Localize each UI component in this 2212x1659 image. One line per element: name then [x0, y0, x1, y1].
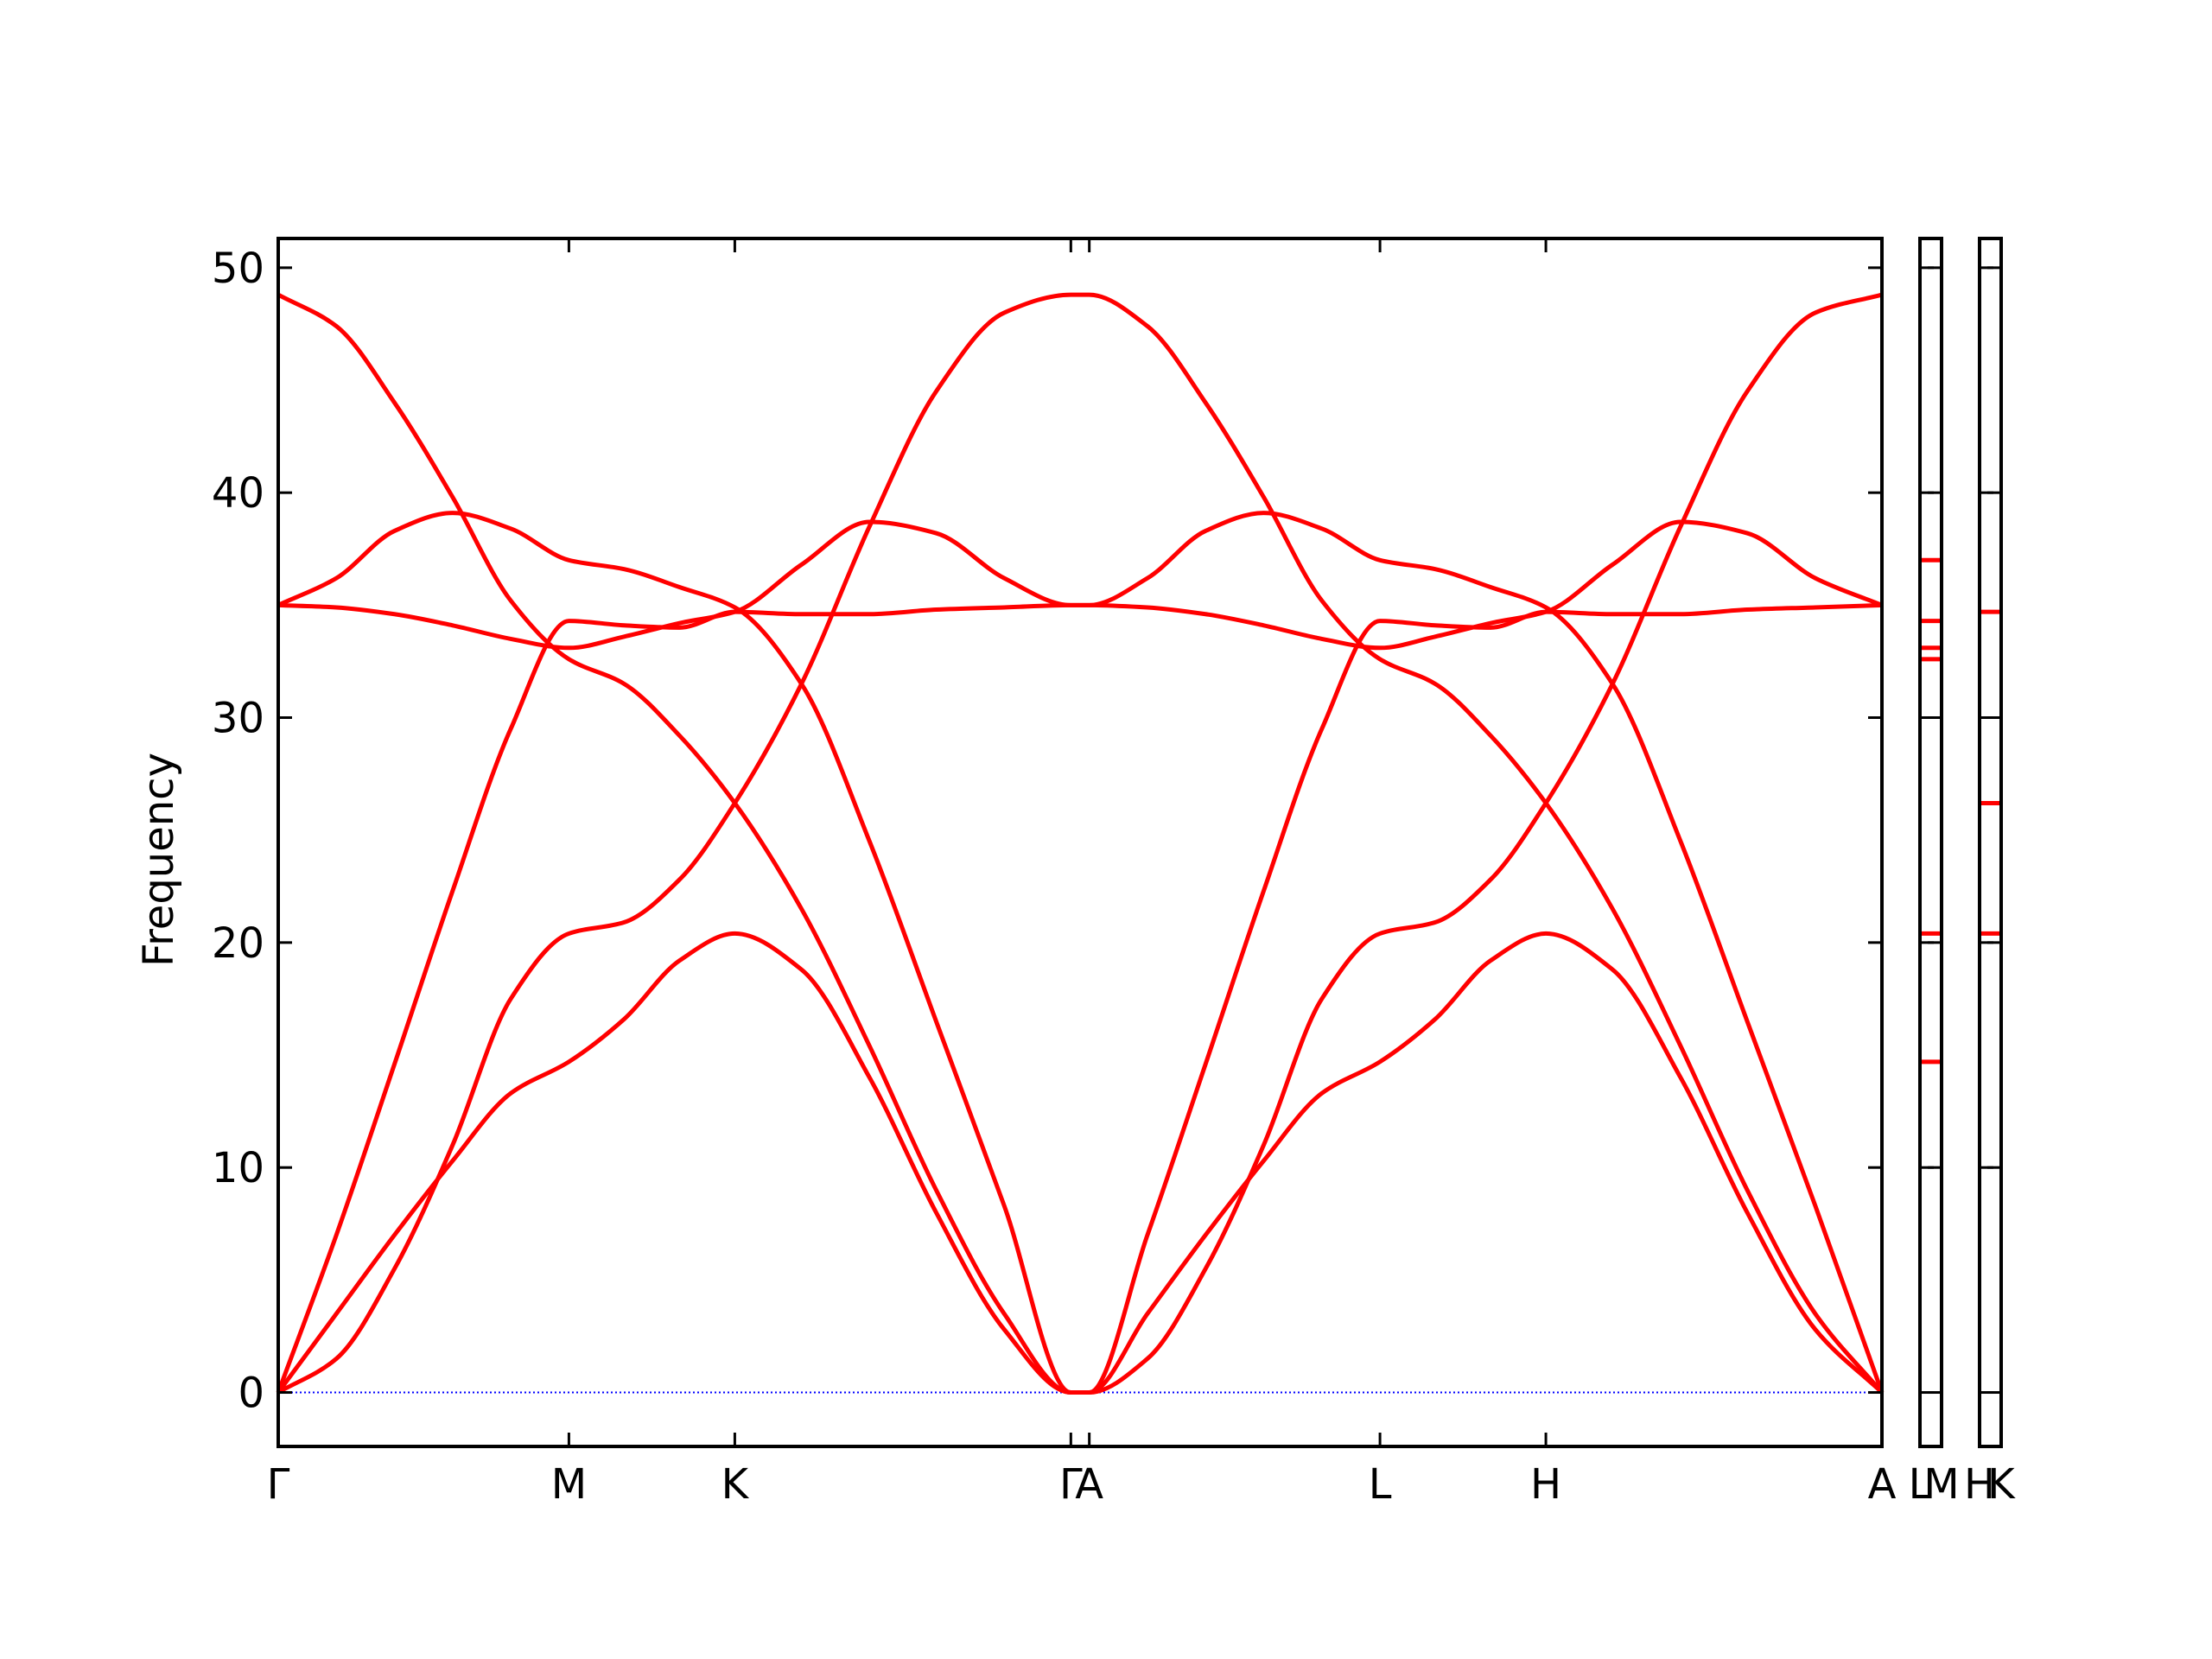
x-tick-label: H: [1530, 1460, 1561, 1509]
x-tick-label: K: [721, 1460, 750, 1509]
plot-frame: [1918, 237, 1943, 1448]
x-tick-label: H: [1964, 1460, 1995, 1509]
band-line: [276, 931, 1884, 1395]
band-line: [276, 292, 1884, 1395]
y-axis-label: Frequency: [135, 753, 183, 967]
y-tick-label: 40: [212, 469, 264, 518]
x-tick-label: M: [1923, 1460, 1959, 1509]
x-tick-label: M: [551, 1460, 587, 1509]
x-tick-label: K: [1987, 1460, 2016, 1509]
x-tick-label: A: [1868, 1460, 1897, 1509]
y-tick-label: 30: [212, 695, 264, 743]
x-tick-label: A: [1075, 1460, 1103, 1509]
y-tick-label: 20: [212, 919, 264, 968]
plot-frame: [276, 237, 1884, 1448]
y-tick-label: 0: [238, 1370, 264, 1418]
y-tick-label: 10: [212, 1144, 264, 1192]
x-tick-label: L: [1369, 1460, 1392, 1509]
x-tick-label: Γ: [1059, 1460, 1083, 1509]
x-tick-label: L: [1909, 1460, 1932, 1509]
y-tick-label: 50: [212, 245, 264, 293]
band-line: [276, 519, 1883, 1394]
x-tick-label: Γ: [267, 1460, 290, 1509]
plot-frame: [1978, 237, 2003, 1448]
band-line: [277, 511, 1885, 1394]
